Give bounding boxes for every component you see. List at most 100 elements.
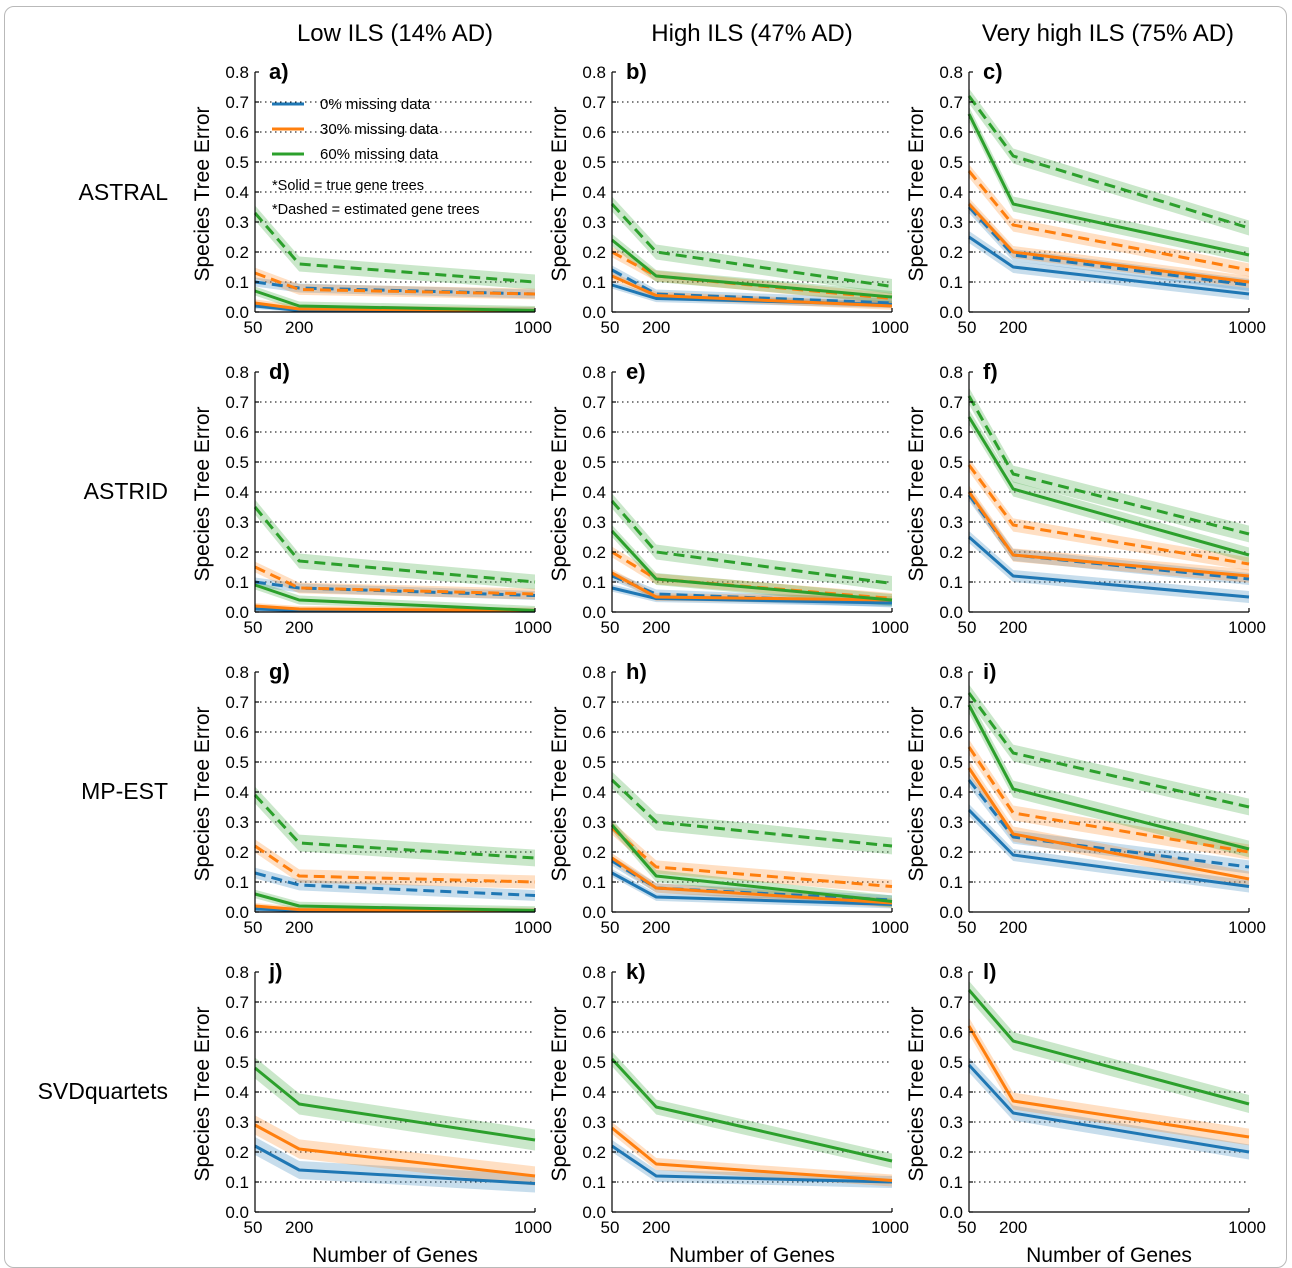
series-line bbox=[967, 1025, 1250, 1139]
y-tick-label: 0.3 bbox=[939, 1113, 963, 1132]
y-tick-label: 0.0 bbox=[939, 1203, 963, 1222]
y-tick-label: 0.7 bbox=[939, 693, 963, 712]
series-line bbox=[967, 395, 1250, 536]
series-line bbox=[254, 280, 536, 296]
panel-label: a) bbox=[269, 59, 289, 84]
x-tick-label: 200 bbox=[285, 318, 313, 337]
y-tick-label: 0.5 bbox=[582, 153, 606, 172]
y-tick-label: 0.7 bbox=[225, 693, 249, 712]
y-tick-label: 0.2 bbox=[582, 1143, 606, 1162]
y-tick-label: 0.2 bbox=[939, 543, 963, 562]
panel-c: 0.0 0.1 0.2 0.3 0.4 0.5 0.6 0.7 0.8 50 200 1000 c) Sp… bbox=[905, 59, 1266, 337]
y-tick-label: 0.1 bbox=[939, 273, 963, 292]
y-tick-label: 0.8 bbox=[939, 663, 963, 682]
x-tick-label: 50 bbox=[958, 1218, 977, 1237]
y-tick-label: 0.7 bbox=[582, 993, 606, 1012]
y-tick-label: 0.7 bbox=[225, 93, 249, 112]
x-tick-label: 200 bbox=[285, 1218, 313, 1237]
y-tick-label: 0.2 bbox=[939, 243, 963, 262]
y-tick-label: 0.7 bbox=[225, 393, 249, 412]
y-tick-label: 0.8 bbox=[225, 363, 249, 382]
series-line bbox=[967, 808, 1250, 888]
row-label: ASTRID bbox=[84, 478, 168, 504]
series-lines bbox=[254, 1066, 536, 1185]
confidence-band bbox=[969, 458, 1249, 571]
x-tick-label: 50 bbox=[601, 618, 620, 637]
series-line bbox=[254, 583, 536, 612]
y-axis-label: Species Tree Error bbox=[191, 706, 214, 881]
panel-f: 0.0 0.1 0.2 0.3 0.4 0.5 0.6 0.7 0.8 50 200 1000 f) Sp… bbox=[905, 359, 1266, 637]
y-tick-label: 0.5 bbox=[582, 1053, 606, 1072]
legend-entry: 0% missing data bbox=[320, 96, 431, 113]
series-line bbox=[611, 274, 893, 308]
series-line bbox=[254, 271, 536, 296]
row-label: MP-EST bbox=[81, 778, 168, 804]
panel-j: 0.0 0.1 0.2 0.3 0.4 0.5 0.6 0.7 0.8 50 200 1000 j) Sp… bbox=[191, 959, 552, 1267]
y-tick-label: 0.2 bbox=[582, 543, 606, 562]
series-lines bbox=[253, 793, 536, 913]
y-tick-label: 0.7 bbox=[582, 693, 606, 712]
column-title: Very high ILS (75% AD) bbox=[982, 20, 1234, 47]
y-tick-label: 0.3 bbox=[582, 813, 606, 832]
y-tick-label: 0.3 bbox=[939, 513, 963, 532]
y-tick-label: 0.0 bbox=[225, 1203, 249, 1222]
confidence-band bbox=[255, 205, 535, 290]
legend-note: *Solid = true gene trees bbox=[272, 178, 424, 194]
x-tick-label: 50 bbox=[601, 318, 620, 337]
series-line bbox=[968, 235, 1250, 296]
series-line bbox=[611, 238, 893, 299]
x-tick-label: 200 bbox=[642, 1218, 670, 1237]
y-tick-label: 0.2 bbox=[582, 243, 606, 262]
x-tick-label: 200 bbox=[999, 618, 1027, 637]
confidence-bands bbox=[969, 684, 1249, 893]
x-tick-label: 1000 bbox=[514, 918, 552, 937]
panel-g: 0.0 0.1 0.2 0.3 0.4 0.5 0.6 0.7 0.8 50 200 1000 g) Sp… bbox=[191, 659, 552, 937]
legend-entry: 30% missing data bbox=[320, 121, 439, 138]
y-tick-label: 0.4 bbox=[939, 783, 963, 802]
x-tick-label: 200 bbox=[642, 318, 670, 337]
y-tick-label: 0.1 bbox=[225, 273, 249, 292]
x-axis-label: Number of Genes bbox=[312, 1244, 478, 1267]
series-lines bbox=[967, 692, 1250, 888]
series-lines bbox=[967, 95, 1250, 296]
series-line bbox=[610, 1057, 893, 1163]
y-tick-label: 0.1 bbox=[225, 1173, 249, 1192]
confidence-band bbox=[255, 580, 535, 612]
row-labels: ASTRAL ASTRID MP-EST SVDquartets bbox=[38, 179, 169, 1104]
confidence-band bbox=[969, 387, 1249, 543]
series-line bbox=[610, 202, 893, 288]
y-tick-label: 0.3 bbox=[939, 813, 963, 832]
series-line bbox=[253, 212, 536, 284]
y-tick-label: 0.5 bbox=[225, 753, 249, 772]
x-tick-label: 50 bbox=[958, 918, 977, 937]
y-axis-label: Species Tree Error bbox=[905, 106, 928, 281]
x-tick-label: 1000 bbox=[514, 318, 552, 337]
y-tick-label: 0.1 bbox=[939, 873, 963, 892]
x-tick-label: 200 bbox=[285, 618, 313, 637]
y-tick-label: 0.4 bbox=[225, 483, 249, 502]
confidence-band bbox=[612, 234, 892, 303]
x-axis-label: Number of Genes bbox=[1026, 1244, 1192, 1267]
series-lines bbox=[253, 506, 536, 613]
panel-l: 0.0 0.1 0.2 0.3 0.4 0.5 0.6 0.7 0.8 50 200 1000 l) Sp… bbox=[905, 959, 1266, 1267]
column-titles: Low ILS (14% AD) High ILS (47% AD) Very … bbox=[297, 20, 1234, 47]
row-label: ASTRAL bbox=[79, 179, 169, 205]
legend-entry: 60% missing data bbox=[320, 146, 439, 163]
series-line bbox=[967, 202, 1250, 284]
panel-label: g) bbox=[269, 659, 290, 684]
x-tick-label: 1000 bbox=[871, 618, 909, 637]
y-tick-label: 0.7 bbox=[939, 93, 963, 112]
y-tick-label: 0.2 bbox=[225, 843, 249, 862]
series-lines bbox=[253, 212, 536, 312]
x-tick-label: 1000 bbox=[871, 1218, 909, 1237]
legend-note: *Dashed = estimated gene trees bbox=[272, 202, 480, 218]
y-tick-label: 0.1 bbox=[582, 1173, 606, 1192]
series-line bbox=[254, 604, 536, 612]
series-line bbox=[611, 1126, 893, 1182]
y-tick-label: 0.5 bbox=[939, 453, 963, 472]
series-line bbox=[610, 529, 893, 602]
y-tick-label: 0.0 bbox=[225, 603, 249, 622]
y-tick-label: 0.5 bbox=[225, 1053, 249, 1072]
y-tick-label: 0.1 bbox=[939, 1173, 963, 1192]
